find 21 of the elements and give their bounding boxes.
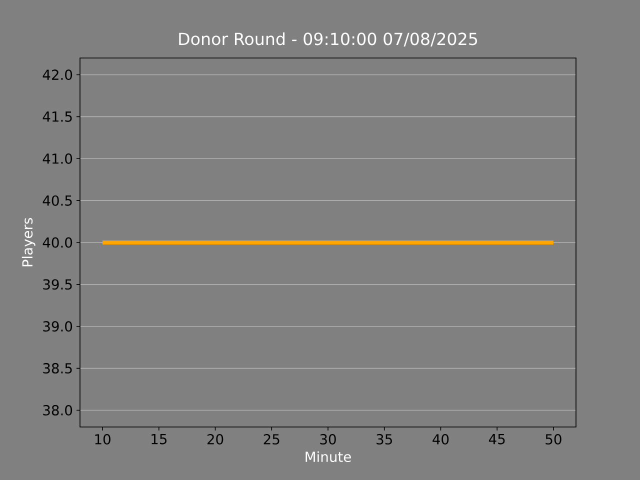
x-tick-label: 20: [207, 434, 224, 444]
y-tick-label: 41.0: [42, 153, 72, 164]
y-tick-label: 40.5: [42, 195, 72, 206]
y-tick-label: 41.5: [42, 112, 72, 122]
x-tick-label: 40: [432, 434, 449, 444]
x-tick-label: 10: [95, 434, 110, 444]
x-tick-label: 30: [320, 434, 336, 444]
y-tick-label: 38.0: [43, 404, 72, 416]
y-tick-label: 39.0: [43, 321, 72, 332]
y-tick-label: 42.0: [42, 70, 72, 80]
y-tick-label: 39.5: [43, 279, 72, 290]
x-tick-label: 35: [376, 434, 392, 444]
x-tick-label: 15: [152, 434, 166, 444]
y-axis-title: Players: [22, 218, 36, 266]
y-tick-label: 40.0: [42, 237, 72, 248]
chart-title: Donor Round - 09:10:00 07/08/2025: [179, 32, 478, 47]
x-tick-label: 25: [264, 434, 280, 444]
y-tick-label: 38.5: [43, 363, 72, 374]
x-axis-title: Minute: [306, 451, 351, 462]
x-tick-label: 45: [488, 434, 505, 444]
x-tick-label: 50: [546, 434, 562, 444]
